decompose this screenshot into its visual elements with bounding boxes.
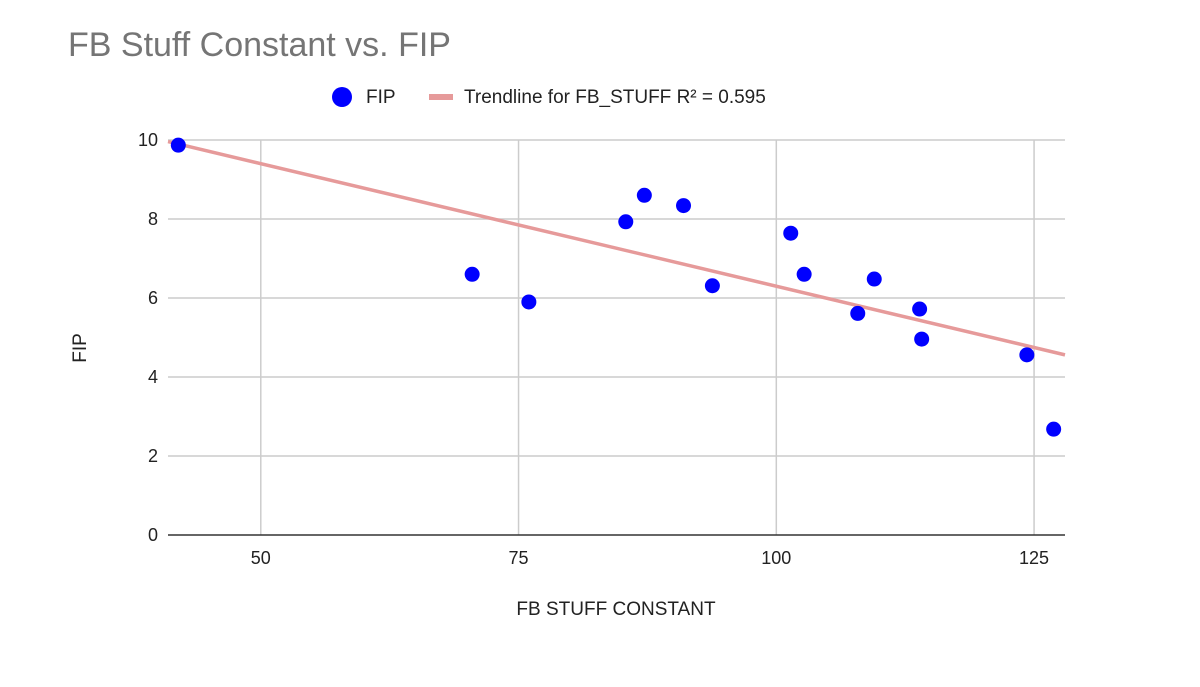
x-tick-label: 50	[251, 548, 271, 568]
legend-label-trendline: Trendline for FB_STUFF R² = 0.595	[464, 87, 766, 108]
trendline-layer	[167, 139, 1066, 357]
data-point	[521, 294, 537, 310]
x-tick-label: 100	[761, 548, 791, 568]
legend: FIP Trendline for FB_STUFF R² = 0.595	[332, 87, 766, 108]
x-gridlines	[260, 140, 1035, 535]
legend-marker-fip	[332, 87, 352, 107]
x-tick-labels: 50 75 100 125	[251, 548, 1049, 568]
chart-title: FB Stuff Constant vs. FIP	[68, 26, 451, 64]
y-tick-label: 8	[148, 209, 158, 229]
data-point	[464, 266, 480, 282]
x-tick-label: 75	[509, 548, 529, 568]
trendline	[167, 139, 1066, 357]
data-point	[783, 225, 799, 241]
data-point	[914, 331, 930, 347]
y-gridlines	[168, 139, 1065, 536]
y-axis-title: FIP	[70, 333, 91, 363]
x-axis-title: FB STUFF CONSTANT	[516, 599, 716, 620]
data-point	[618, 214, 634, 230]
data-point	[866, 271, 882, 287]
y-tick-label: 10	[138, 130, 158, 150]
data-point	[676, 198, 692, 214]
data-point	[1046, 421, 1062, 437]
legend-label-fip: FIP	[366, 87, 396, 108]
data-point	[636, 187, 652, 203]
y-tick-label: 2	[148, 446, 158, 466]
data-points	[170, 137, 1062, 437]
data-point	[1019, 347, 1035, 363]
data-point	[704, 278, 720, 294]
y-tick-labels: 0 2 4 6 8 10	[138, 130, 158, 545]
y-tick-label: 0	[148, 525, 158, 545]
data-point	[170, 137, 186, 153]
legend-marker-trendline	[429, 94, 453, 100]
data-point	[796, 266, 812, 282]
x-tick-label: 125	[1019, 548, 1049, 568]
y-tick-label: 6	[148, 288, 158, 308]
data-point	[850, 305, 866, 321]
data-point	[912, 301, 928, 317]
y-tick-label: 4	[148, 367, 158, 387]
